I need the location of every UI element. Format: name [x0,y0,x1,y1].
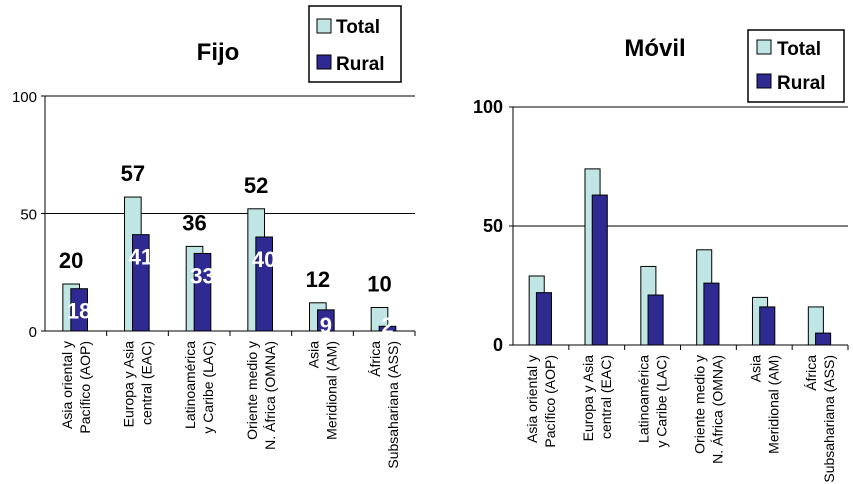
fijo-data-label-rural: 33 [190,263,214,288]
fijo-bar-rural [132,234,150,332]
movil-legend-swatch-rural [756,73,772,89]
fijo-legend-label-total: Total [336,17,380,38]
movil-y-tick-label: 100 [473,97,503,117]
movil-category-label: Asia oriental y Pacífico (AOP) [524,355,558,448]
fijo-data-label-total: 36 [182,210,206,235]
fijo-legend-label-rural: Rural [336,54,385,75]
movil-category-label: Asia Meridional (AM) [747,355,781,454]
fijo-data-label-total: 10 [367,272,391,297]
fijo-data-label-rural: 40 [252,247,276,272]
fijo-data-label-rural: 41 [129,245,153,270]
movil-category-label: Oriente medio y N. África (OMNA) [691,355,725,464]
fijo-y-tick-label: 100 [12,89,37,106]
fijo-category-label: Asia Meridional (AM) [306,341,340,440]
fijo-data-label-rural: 18 [67,299,91,324]
fijo-plot: 0 50 100 20 18 Asia oriental y Pacífico (AOP) 5… [12,89,416,469]
fijo-category-label: Asia oriental y Pacífico (AOP) [59,341,93,434]
movil-category-label: Latinoamérica y Caribe (LAC) [636,355,670,448]
movil-category-label: África Subsahariana (ASS) [803,355,837,483]
fijo-data-label-total: 12 [306,267,330,292]
movil-y-tick-label: 50 [483,216,503,236]
movil-bar-rural [703,282,720,346]
movil-bar-rural [591,194,608,346]
fijo-bar-rural [70,288,88,332]
movil-bar-rural [759,306,776,346]
fijo-legend: Total Rural [308,5,402,83]
fijo-bar-rural [193,252,212,332]
movil-bar-rural [815,332,832,346]
movil-legend-label-rural: Rural [777,73,826,94]
movil-title: Móvil [624,35,685,62]
movil-bar-rural [647,294,664,346]
fijo-bar-rural [255,236,273,332]
movil-category-label: Europa y Asia central (EAC) [580,355,614,442]
fijo-legend-swatch-rural [316,54,332,70]
movil-legend-label-total: Total [777,39,821,60]
fijo-legend-swatch-total [316,18,332,34]
fijo-category-label: Oriente medio y N. África (OMNA) [244,341,278,450]
movil-plot: 0 50 100 Asia oriental y Pacífico (AOP) Europ… [473,97,849,483]
fijo-data-label-rural: 2 [381,313,393,338]
movil-bar-rural [535,292,552,346]
fijo-y-tick-label: 50 [20,207,37,224]
fijo-data-label-total: 57 [121,161,145,186]
fijo-bar-rural [378,325,397,332]
fijo-data-label-total: 20 [59,248,83,273]
fijo-bar-rural [317,309,335,332]
fijo-data-label-rural: 9 [320,313,332,338]
fijo-title: Fijo [197,39,240,66]
fijo-chart: Fijo Total Rural 0 50 100 20 18 Asia oriental… [12,5,416,469]
movil-legend: Total Rural [747,29,845,103]
movil-y-tick-label: 0 [493,335,503,355]
fijo-category-label: Latinoamérica y Caribe (LAC) [182,341,216,434]
fijo-y-tick-label: 0 [29,324,37,341]
fijo-category-label: Europa y Asia central (EAC) [121,341,155,428]
fijo-data-label-total: 52 [244,173,268,198]
movil-legend-swatch-total [756,39,772,55]
fijo-category-label: África Subsahariana (ASS) [367,341,401,469]
